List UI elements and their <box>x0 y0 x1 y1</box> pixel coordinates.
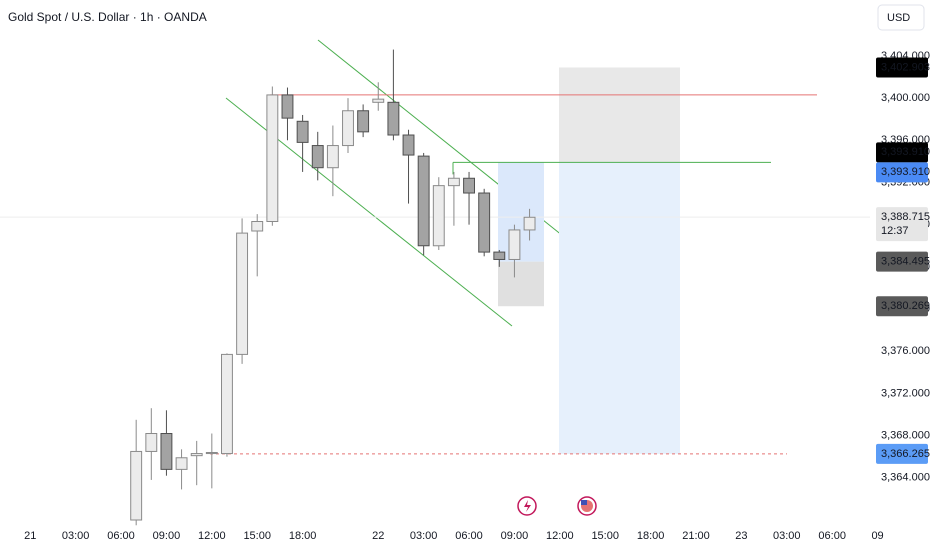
x-tick-label: 22 <box>372 530 384 542</box>
x-tick-label: 21 <box>24 530 36 542</box>
currency-button[interactable] <box>877 4 925 31</box>
x-tick-label: 09:00 <box>153 530 181 542</box>
candle-body <box>296 120 309 143</box>
candle-body <box>130 450 143 521</box>
currency[interactable]: USD <box>887 12 910 24</box>
price-tag-countdown: 12:37 <box>881 225 909 237</box>
x-tick-label: 03:00 <box>410 530 438 542</box>
candle-body <box>523 216 536 231</box>
price-tag <box>876 443 928 464</box>
candle-body <box>281 94 294 119</box>
y-tick-label: 3,364.000 <box>881 472 930 484</box>
price-tag-label: 3,384.495 <box>881 256 930 268</box>
price-tag-label: 3,402.903 <box>881 61 930 73</box>
x-tick-label: 15:00 <box>591 530 619 542</box>
price-tag <box>876 251 928 272</box>
x-tick-label: 03:00 <box>773 530 801 542</box>
candle-body <box>387 101 400 136</box>
price-tag-label: 3,388.715 <box>881 211 930 223</box>
event-icons <box>517 496 597 516</box>
candle-body <box>402 134 415 156</box>
candle-body <box>190 453 203 457</box>
x-tick-label: 06:00 <box>455 530 483 542</box>
x-tick-label: 09 <box>871 530 883 542</box>
x-tick-label: 23 <box>735 530 747 542</box>
y-tick-label: 3,376.000 <box>881 345 930 357</box>
candle-body <box>342 110 354 147</box>
position-stop <box>498 261 544 307</box>
candle-body <box>432 185 445 247</box>
candle-body <box>236 232 249 355</box>
candle-body <box>478 192 491 253</box>
candle-body <box>417 155 430 247</box>
x-tick-label: 18:00 <box>637 530 665 542</box>
position-stop <box>559 162 680 454</box>
x-tick-label: 03:00 <box>62 530 90 542</box>
candle-body <box>221 353 233 455</box>
x-tick-label: 15:00 <box>243 530 271 542</box>
x-tick-label: 06:00 <box>107 530 135 542</box>
x-tick-label: 06:00 <box>818 530 846 542</box>
price-tag <box>876 57 928 78</box>
x-tick-label: 09:00 <box>501 530 529 542</box>
price-tag <box>876 162 928 183</box>
candle-body <box>326 145 339 169</box>
candle-body <box>266 94 279 223</box>
event-icon-bolt <box>524 500 531 512</box>
candle-body <box>493 251 506 260</box>
position-target <box>498 162 544 262</box>
price-tag-label: 3,393.910 <box>881 166 930 178</box>
x-tick-label: 12:00 <box>546 530 574 542</box>
candle-body <box>311 145 324 169</box>
candle-body <box>447 177 460 187</box>
drawings <box>210 39 817 455</box>
candle-body <box>205 451 218 455</box>
price-tag-label: 3,380.269 <box>881 300 930 312</box>
price-tag-label: 3,393.910 <box>881 146 930 158</box>
y-tick-label: 3,368.000 <box>881 430 930 442</box>
price-tag <box>876 142 928 163</box>
x-tick-label: 21:00 <box>682 530 710 542</box>
chart-title: Gold Spot / U.S. Dollar · 1h · OANDA <box>8 10 207 24</box>
candle-body <box>463 177 475 194</box>
price-tag <box>876 296 928 317</box>
y-tick-label: 3,400.000 <box>881 92 930 104</box>
candle-body <box>372 98 385 103</box>
candle-body <box>508 229 521 260</box>
x-tick-label: 12:00 <box>198 530 226 542</box>
position-target <box>559 67 680 163</box>
candle-body <box>145 433 158 452</box>
price-tag <box>876 207 928 242</box>
x-tick-label: 18:00 <box>289 530 317 542</box>
candle-body <box>160 433 173 470</box>
channel-upper <box>317 39 604 269</box>
candle-body <box>251 221 264 232</box>
price-tag-label: 3,366.265 <box>881 448 930 460</box>
flag-icon-canton <box>581 500 587 505</box>
candle-body <box>357 110 370 133</box>
candle-body <box>175 457 188 470</box>
y-tick-label: 3,372.000 <box>881 387 930 399</box>
